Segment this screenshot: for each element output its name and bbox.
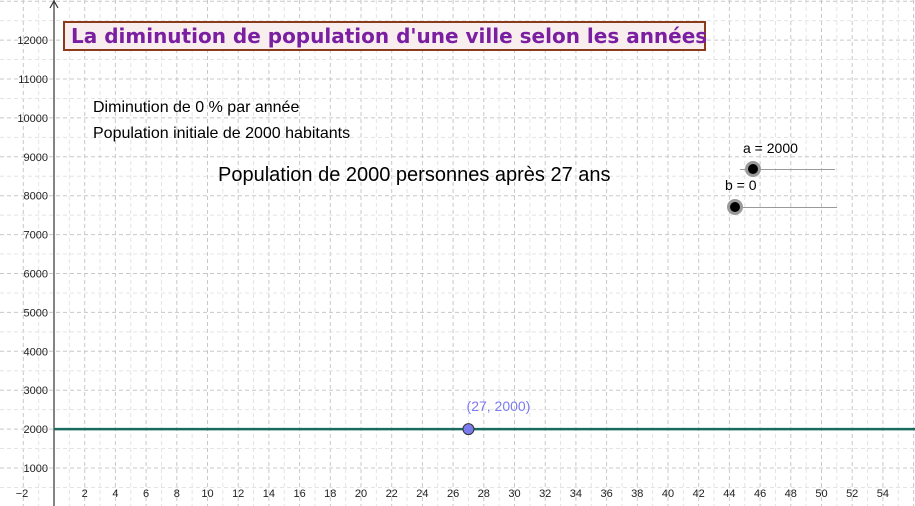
- info-initial-text: Population initiale de 2000 habitants: [93, 125, 351, 142]
- x-tick-label: 48: [785, 488, 797, 500]
- info-decrease-text: Diminution de 0 % par année: [93, 99, 300, 116]
- data-point[interactable]: [462, 423, 475, 436]
- y-tick-label: 12000: [17, 35, 48, 47]
- x-tick-label: 4: [112, 488, 118, 500]
- x-tick-label: 46: [754, 488, 766, 500]
- y-tick-label: 7000: [24, 230, 48, 242]
- y-tick-label: 6000: [24, 269, 48, 281]
- point-label: (27, 2000): [467, 398, 531, 414]
- title-box[interactable]: La diminution de population d'une ville …: [63, 21, 708, 51]
- x-tick-label: 24: [416, 488, 428, 500]
- y-tick-label: 10000: [17, 113, 48, 125]
- y-tick-label: 2000: [24, 424, 48, 436]
- x-tick-label: 16: [293, 488, 305, 500]
- axes: [49, 0, 59, 506]
- x-tick-label: 50: [815, 488, 827, 500]
- slider-a-track[interactable]: [740, 169, 835, 170]
- slider-b-knob[interactable]: [727, 199, 743, 215]
- slider-b-label: b = 0: [725, 177, 757, 193]
- x-tick-label: 30: [508, 488, 520, 500]
- page-title: La diminution de population d'une ville …: [71, 24, 708, 48]
- x-tick-label: 44: [723, 488, 735, 500]
- x-tick-label: 14: [263, 488, 275, 500]
- x-tick-label: 10: [201, 488, 213, 500]
- y-tick-label: 3000: [24, 385, 48, 397]
- tick-labels: 2 4 6 8 10 12 14 16 18 20 22 24 26 28 30 32 34 36 38 40 42 44…: [16, 35, 889, 500]
- x-origin-label: −2: [16, 488, 29, 500]
- x-tick-label: 36: [600, 488, 612, 500]
- y-axis-arrow: [49, 0, 59, 9]
- y-tick-label: 1000: [24, 463, 48, 475]
- x-tick-label: 18: [324, 488, 336, 500]
- slider-b-track[interactable]: [737, 207, 837, 208]
- slider-a-knob[interactable]: [745, 161, 761, 177]
- x-tick-label: 52: [846, 488, 858, 500]
- x-tick-label: 20: [355, 488, 367, 500]
- slider-a-label: a = 2000: [743, 140, 798, 156]
- x-tick-label: 42: [693, 488, 705, 500]
- point-layer[interactable]: (27, 2000): [462, 398, 531, 436]
- x-tick-label: 22: [386, 488, 398, 500]
- y-tick-label: 4000: [24, 346, 48, 358]
- x-tick-label: 54: [877, 488, 889, 500]
- y-tick-label: 5000: [24, 307, 48, 319]
- x-tick-label: 28: [478, 488, 490, 500]
- x-tick-label: 6: [143, 488, 149, 500]
- x-tick-label: 12: [232, 488, 244, 500]
- result-text: Population de 2000 personnes après 27 an…: [218, 164, 611, 186]
- x-tick-label: 34: [570, 488, 582, 500]
- x-tick-label: 26: [447, 488, 459, 500]
- x-tick-label: 32: [539, 488, 551, 500]
- x-tick-label: 8: [174, 488, 180, 500]
- y-tick-label: 9000: [24, 152, 48, 164]
- x-tick-label: 2: [82, 488, 88, 500]
- x-tick-label: 40: [662, 488, 674, 500]
- x-tick-label: 38: [631, 488, 643, 500]
- y-tick-label: 8000: [24, 191, 48, 203]
- y-tick-label: 11000: [18, 74, 48, 86]
